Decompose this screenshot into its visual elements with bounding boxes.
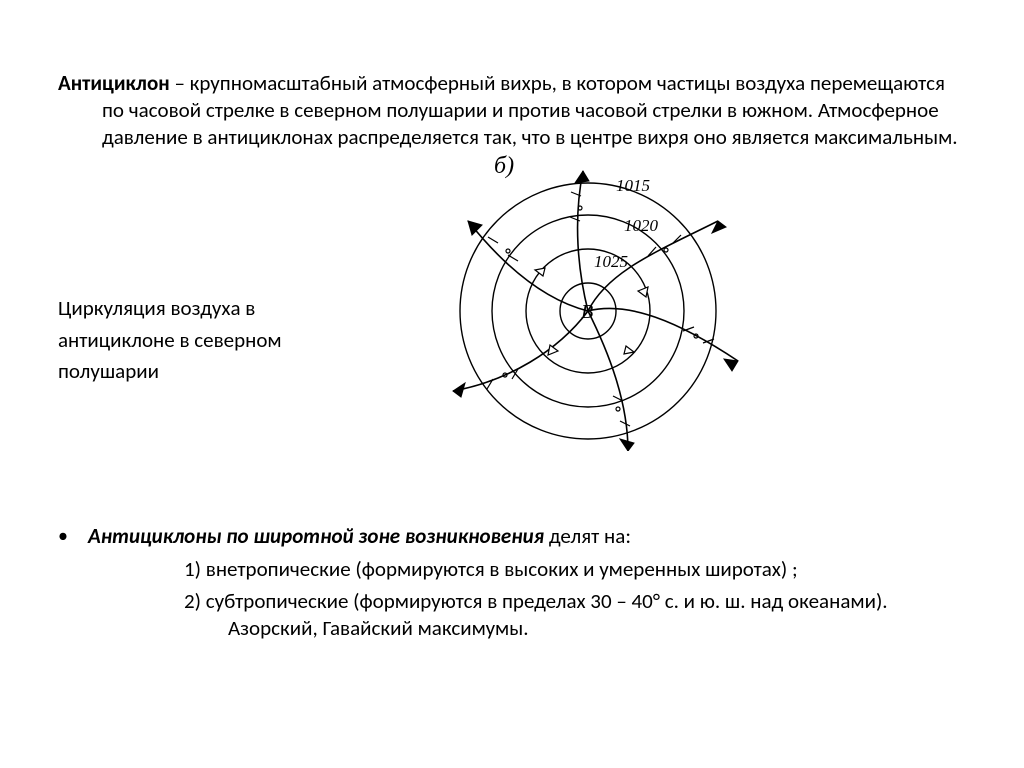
definition-body: – крупномасштабный атмосферный вихрь, в … bbox=[102, 70, 958, 150]
caption-line-2: антициклоне в северном bbox=[58, 325, 358, 357]
diagram-label: б) bbox=[494, 153, 514, 179]
isobar-1025: 1025 bbox=[594, 252, 628, 271]
bullet-icon: • bbox=[58, 523, 88, 643]
term: Антициклон bbox=[58, 70, 170, 96]
bullet-row: • Антициклоны по широтной зоне возникнов… bbox=[58, 523, 966, 643]
classification-block: • Антициклоны по широтной зоне возникнов… bbox=[58, 523, 966, 643]
sub-item-2: 2) субтропические (формируются в предела… bbox=[88, 588, 966, 642]
classification-heading-rest: делят на: bbox=[544, 523, 631, 549]
classification-heading-bold: Антициклоны по широтной зоне возникновен… bbox=[88, 523, 544, 549]
definition-paragraph: Антициклон – крупномасштабный атмосферны… bbox=[58, 70, 966, 151]
diagram-caption: Циркуляция воздуха в антициклоне в север… bbox=[58, 293, 358, 388]
caption-line-3: полушарии bbox=[58, 356, 358, 388]
mid-row: Циркуляция воздуха в антициклоне в север… bbox=[58, 211, 966, 471]
sub-item-1: 1) внетропические (формируются в высоких… bbox=[88, 556, 966, 583]
center-letter: В bbox=[581, 301, 593, 323]
isobar-1015: 1015 bbox=[616, 176, 650, 195]
bullet-text: Антициклоны по широтной зоне возникновен… bbox=[88, 523, 966, 643]
anticyclone-diagram: б) В 1015 1020 1025 bbox=[358, 211, 966, 471]
caption-line-1: Циркуляция воздуха в bbox=[58, 293, 358, 325]
isobar-1020: 1020 bbox=[624, 216, 659, 235]
slide-root: Антициклон – крупномасштабный атмосферны… bbox=[0, 0, 1024, 768]
